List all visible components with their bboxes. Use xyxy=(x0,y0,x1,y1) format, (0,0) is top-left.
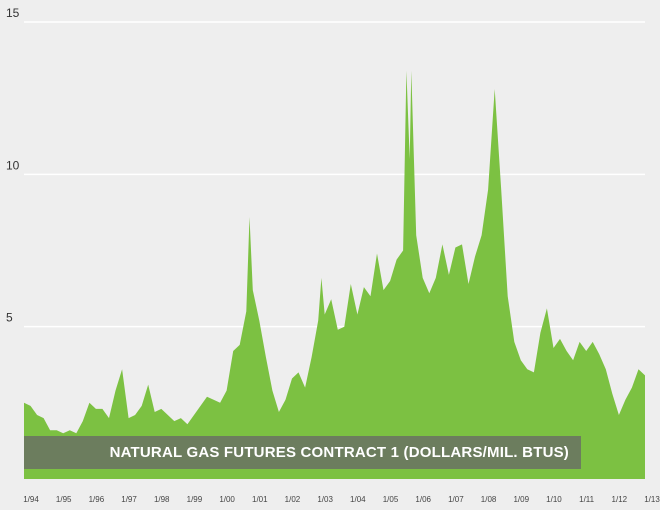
x-tick-label-1-13: 1/13 xyxy=(644,495,660,504)
x-tick-label-1-06: 1/06 xyxy=(415,495,431,504)
x-tick-label-1-10: 1/10 xyxy=(546,495,562,504)
y-tick-label-5: 5 xyxy=(6,311,13,325)
x-tick-label-1-04: 1/04 xyxy=(350,495,366,504)
x-tick-label-1-98: 1/98 xyxy=(154,495,170,504)
x-tick-label-1-95: 1/95 xyxy=(56,495,72,504)
gridlines xyxy=(24,21,645,328)
x-tick-label-1-08: 1/08 xyxy=(481,495,497,504)
x-tick-label-1-03: 1/03 xyxy=(317,495,333,504)
x-tick-label-1-01: 1/01 xyxy=(252,495,268,504)
x-tick-label-1-09: 1/09 xyxy=(513,495,529,504)
y-tick-label-10: 10 xyxy=(6,158,20,172)
x-axis-tick-labels: 1/94 1/95 1/96 1/97 1/98 1/99 1/00 1/01 1/02 1/03… xyxy=(23,495,660,504)
x-tick-label-1-00: 1/00 xyxy=(219,495,235,504)
chart-title: NATURAL GAS FUTURES CONTRACT 1 (DOLLARS/… xyxy=(109,444,569,461)
x-tick-label-1-12: 1/12 xyxy=(612,495,628,504)
y-tick-label-15: 15 xyxy=(6,6,20,20)
x-tick-label-1-11: 1/11 xyxy=(579,495,595,504)
x-tick-label-1-96: 1/96 xyxy=(89,495,105,504)
chart-title-banner: NATURAL GAS FUTURES CONTRACT 1 (DOLLARS/… xyxy=(24,436,581,469)
x-tick-label-1-02: 1/02 xyxy=(285,495,301,504)
x-tick-label-1-99: 1/99 xyxy=(187,495,203,504)
series-area xyxy=(24,70,645,479)
area-series xyxy=(24,70,645,479)
x-tick-label-1-05: 1/05 xyxy=(383,495,399,504)
y-axis-tick-labels: 5 10 15 xyxy=(6,6,20,325)
x-tick-label-1-07: 1/07 xyxy=(448,495,464,504)
x-tick-label-1-97: 1/97 xyxy=(121,495,137,504)
x-tick-label-1-94: 1/94 xyxy=(23,495,39,504)
